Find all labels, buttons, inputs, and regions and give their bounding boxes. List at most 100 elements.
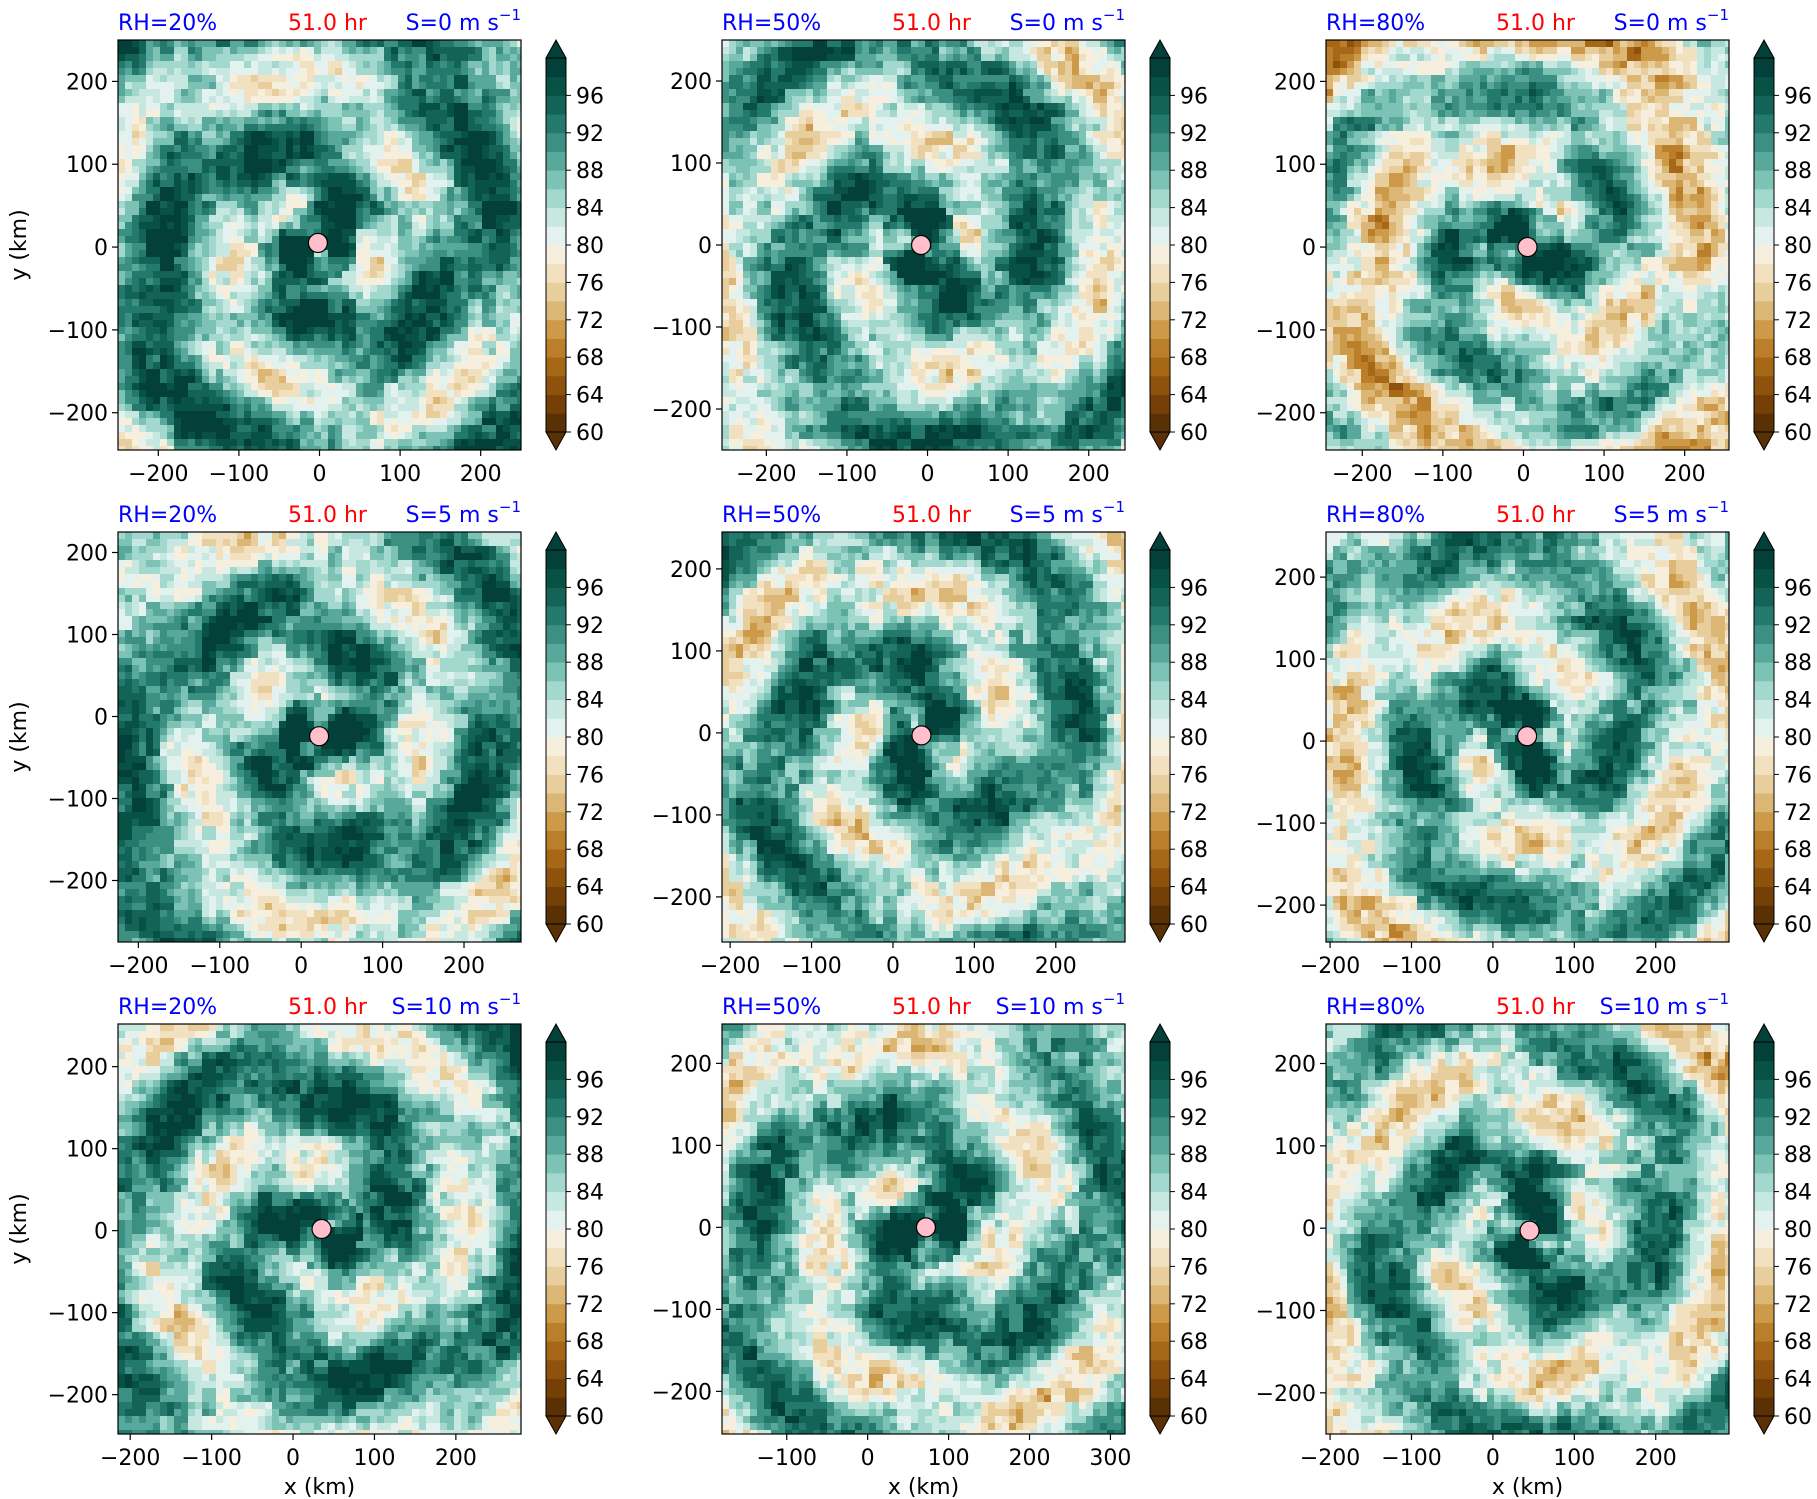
y-tick-label: −200 bbox=[48, 402, 108, 427]
y-tick-label: −200 bbox=[48, 870, 108, 895]
colorbar-level bbox=[1150, 170, 1170, 190]
x-tick-label: 0 bbox=[313, 462, 327, 487]
time-label: 51.0 hr bbox=[288, 11, 368, 36]
colorbar-level bbox=[546, 643, 566, 663]
colorbar-level bbox=[1150, 338, 1170, 358]
colorbar-level bbox=[1150, 114, 1170, 134]
colorbar-tick-label: 76 bbox=[1784, 1255, 1812, 1280]
colorbar-tick-label: 96 bbox=[576, 84, 604, 109]
y-axis-label: y (km) bbox=[7, 701, 32, 772]
storm-center-marker bbox=[307, 232, 328, 254]
y-tick-label: 200 bbox=[1274, 70, 1316, 95]
axes-frame bbox=[1325, 531, 1730, 943]
y-axis-label: y (km) bbox=[7, 209, 32, 280]
colorbar-level bbox=[1150, 1229, 1170, 1249]
colorbar-extend-max bbox=[1149, 1022, 1171, 1043]
colorbar-level bbox=[546, 319, 566, 339]
colorbar-tick-label: 72 bbox=[1180, 1293, 1208, 1318]
colorbar-level bbox=[1754, 1191, 1774, 1211]
colorbar-tick-label: 68 bbox=[1180, 838, 1208, 863]
colorbar-level bbox=[1754, 301, 1774, 321]
shear-label: S=10 m s−1 bbox=[392, 990, 521, 1020]
colorbar-level bbox=[1150, 1285, 1170, 1305]
x-tick-label: 300 bbox=[1089, 1446, 1131, 1471]
colorbar-tick-label: 92 bbox=[1180, 1106, 1208, 1131]
colorbar-level bbox=[1754, 1060, 1774, 1080]
colorbar-level bbox=[1754, 793, 1774, 813]
colorbar-tick-label: 84 bbox=[576, 197, 604, 222]
colorbar-level bbox=[1150, 58, 1170, 78]
rh-label: RH=50% bbox=[722, 503, 821, 528]
colorbar-level bbox=[1754, 394, 1774, 414]
x-tick-label: 200 bbox=[1635, 954, 1677, 979]
colorbar-level bbox=[546, 755, 566, 775]
time-label: 51.0 hr bbox=[288, 995, 368, 1020]
colorbar-level bbox=[546, 1079, 566, 1099]
colorbar-tick-label: 76 bbox=[1180, 763, 1208, 788]
colorbar-tick-label: 80 bbox=[1180, 726, 1208, 751]
colorbar-tick-label: 68 bbox=[1784, 1330, 1812, 1355]
colorbar-level bbox=[1754, 755, 1774, 775]
y-tick-label: −100 bbox=[652, 804, 712, 829]
colorbar-level bbox=[1150, 263, 1170, 283]
colorbar-level bbox=[546, 680, 566, 700]
colorbar-level bbox=[546, 76, 566, 96]
colorbar-tick-label: 96 bbox=[1784, 576, 1812, 601]
colorbar-level bbox=[1754, 1397, 1774, 1417]
colorbar-level bbox=[1754, 263, 1774, 283]
colorbar-level bbox=[1754, 811, 1774, 831]
colorbar-level bbox=[546, 188, 566, 208]
x-tick-label: −200 bbox=[100, 1446, 160, 1471]
colorbar-level bbox=[1754, 867, 1774, 887]
colorbar-level bbox=[1754, 905, 1774, 925]
colorbar-tick-label: 84 bbox=[1180, 1181, 1208, 1206]
colorbar-tick-label: 60 bbox=[576, 913, 604, 938]
colorbar-level bbox=[546, 1098, 566, 1118]
colorbar-level bbox=[1150, 1266, 1170, 1286]
colorbar-level bbox=[1754, 132, 1774, 152]
colorbar-level bbox=[1754, 1247, 1774, 1267]
colorbar-level bbox=[1754, 319, 1774, 339]
y-tick-label: 0 bbox=[698, 1216, 712, 1241]
shear-label: S=5 m s−1 bbox=[1010, 498, 1125, 528]
colorbar-level bbox=[1754, 95, 1774, 115]
colorbar-level bbox=[546, 886, 566, 906]
x-tick-label: 100 bbox=[987, 462, 1029, 487]
colorbar-tick-label: 72 bbox=[576, 309, 604, 334]
colorbar-level bbox=[1754, 1116, 1774, 1136]
colorbar-level bbox=[1754, 170, 1774, 190]
panel-4: −200 −100 0 100 200 −200 −100 0 100 200 RH=20% 51.0… bbox=[7, 498, 604, 979]
rh-label: RH=80% bbox=[1326, 995, 1425, 1020]
colorbar-level bbox=[1754, 737, 1774, 757]
storm-center-marker bbox=[1516, 726, 1538, 747]
colorbar-tick-label: 68 bbox=[576, 346, 604, 371]
x-tick-label: 200 bbox=[435, 1446, 477, 1471]
colorbar-extend-min bbox=[1149, 923, 1171, 944]
rh-field bbox=[118, 40, 521, 450]
colorbar-level bbox=[546, 263, 566, 283]
colorbar-level bbox=[1754, 680, 1774, 700]
rh-field bbox=[118, 1024, 521, 1434]
colorbar-level bbox=[1150, 830, 1170, 850]
colorbar-level bbox=[1754, 1359, 1774, 1379]
colorbar-level bbox=[1150, 245, 1170, 265]
colorbar-level bbox=[1150, 357, 1170, 377]
y-tick-label: −100 bbox=[1256, 319, 1316, 344]
x-tick-label: −200 bbox=[1332, 462, 1392, 487]
colorbar: 96 92 88 84 80 76 72 68 64 60 bbox=[545, 530, 604, 944]
storm-center-marker bbox=[308, 726, 330, 747]
colorbar-level bbox=[1150, 886, 1170, 906]
colorbar-level bbox=[1754, 357, 1774, 377]
colorbar-level bbox=[1150, 282, 1170, 302]
colorbar-tick-label: 72 bbox=[1784, 801, 1812, 826]
y-tick-label: −100 bbox=[1256, 1300, 1316, 1325]
colorbar-level bbox=[1754, 1135, 1774, 1155]
colorbar-level bbox=[1150, 1079, 1170, 1099]
colorbar-level bbox=[546, 245, 566, 265]
colorbar-level bbox=[546, 811, 566, 831]
colorbar-tick-label: 96 bbox=[576, 1068, 604, 1093]
y-tick-label: 0 bbox=[1302, 1217, 1316, 1242]
colorbar-level bbox=[546, 1266, 566, 1286]
colorbar-level bbox=[1150, 1397, 1170, 1417]
y-tick-label: 200 bbox=[670, 558, 712, 583]
